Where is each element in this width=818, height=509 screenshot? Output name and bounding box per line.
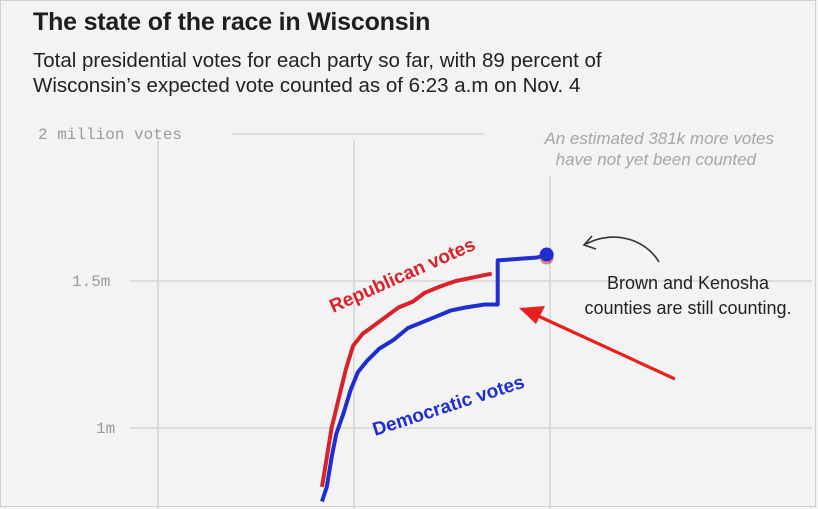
estimate-note-line-2: have not yet been counted xyxy=(556,150,757,169)
y-axis-tick-labels: 2 million votes 1.5m 1m xyxy=(38,126,182,438)
curved-arrow-head-icon xyxy=(582,235,597,250)
red-pointer-arrow xyxy=(535,313,676,381)
grid-lines xyxy=(130,133,812,509)
y-tick-label: 1m xyxy=(96,420,115,438)
democratic-series-label: Democratic votes xyxy=(370,372,527,441)
subtitle-line-2: Wisconsin’s expected vote counted as of … xyxy=(33,74,581,97)
y-tick-label: 1.5m xyxy=(72,273,110,291)
curved-arrow-icon xyxy=(585,236,660,263)
y-tick-label: 2 million votes xyxy=(38,126,182,144)
democratic-votes-line xyxy=(320,252,548,503)
subtitle-line-1: Total presidential votes for each party … xyxy=(33,49,602,72)
callout-line-1: Brown and Kenosha xyxy=(607,273,770,293)
latest-democratic-point xyxy=(539,247,554,262)
republican-votes-line xyxy=(320,271,493,488)
estimate-note-line-1: An estimated 381k more votes xyxy=(543,129,774,148)
red-pointer-arrow-head xyxy=(519,306,545,324)
chart-title: The state of the race in Wisconsin xyxy=(33,8,431,36)
chart-subtitle: Total presidential votes for each party … xyxy=(33,48,793,98)
callout-line-2: counties are still counting. xyxy=(584,298,791,318)
